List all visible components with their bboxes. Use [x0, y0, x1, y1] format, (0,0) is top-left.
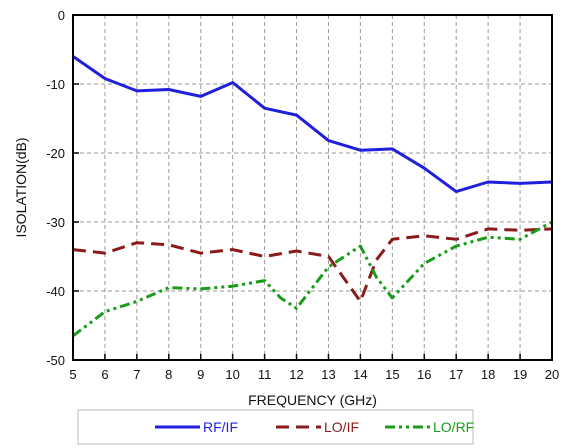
x-tick-label: 12 [289, 367, 303, 382]
x-tick-label: 7 [133, 367, 140, 382]
legend-label-rf-if: RF/IF [203, 419, 238, 435]
y-tick-label: -40 [46, 284, 65, 299]
x-tick-label: 17 [449, 367, 463, 382]
grid [73, 15, 552, 360]
series-line-lo-if [72, 227, 553, 303]
legend-label-lo-rf: LO/RF [433, 419, 474, 435]
y-tick-label: -30 [46, 215, 65, 230]
x-tick-label: 11 [258, 367, 272, 382]
y-axis-label: ISOLATION(dB) [13, 137, 29, 237]
x-tick-label: 20 [545, 367, 559, 382]
series-line-lo-rf [72, 220, 553, 338]
x-tick-label: 5 [69, 367, 76, 382]
x-tick-label: 13 [321, 367, 335, 382]
x-tick-label: 10 [225, 367, 239, 382]
x-tick-label: 9 [197, 367, 204, 382]
y-tick-label: -20 [46, 146, 65, 161]
x-axis-label: FREQUENCY (GHz) [248, 392, 377, 408]
x-tick-label: 16 [417, 367, 431, 382]
y-tick-label: 0 [58, 8, 65, 23]
series-lines [72, 55, 553, 338]
y-tick-label: -50 [46, 353, 65, 368]
y-axis-ticks: 0 -10 -20 -30 -40 -50 [46, 8, 79, 368]
x-tick-label: 6 [101, 367, 108, 382]
x-tick-label: 19 [513, 367, 527, 382]
x-tick-label: 8 [165, 367, 172, 382]
x-axis-ticks: 5 6 7 8 9 10 11 12 13 14 15 16 17 18 19 20 [69, 354, 559, 382]
x-tick-label: 18 [481, 367, 495, 382]
x-tick-label: 15 [385, 367, 399, 382]
x-tick-label: 14 [353, 367, 367, 382]
legend-label-lo-if: LO/IF [324, 419, 359, 435]
y-tick-label: -10 [46, 77, 65, 92]
legend: RF/IF LO/IF LO/RF [77, 409, 474, 445]
series-line-rf-if [72, 55, 553, 194]
plot-frame [72, 14, 553, 361]
